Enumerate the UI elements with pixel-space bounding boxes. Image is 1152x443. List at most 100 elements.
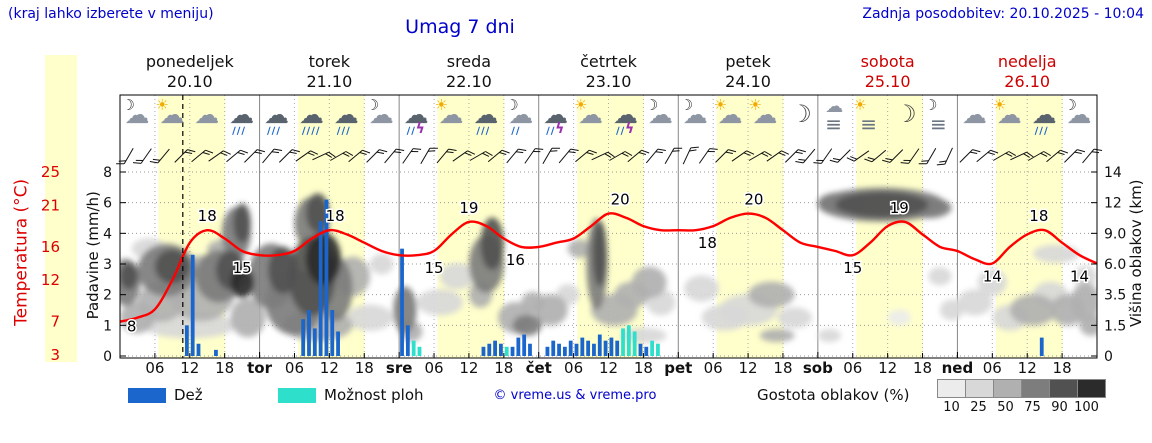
- density-ramp-cell-75: [1021, 379, 1050, 398]
- svg-text:18: 18: [634, 359, 653, 377]
- last-update: Zadnja posodobitev: 20.10.2025 - 10:04: [862, 6, 1144, 22]
- density-ramp-value: 10: [943, 400, 960, 415]
- rain-bar: [580, 337, 585, 356]
- rain-bar: [597, 334, 602, 356]
- density-ramp-cell-90: [1049, 379, 1078, 398]
- shower-bar: [626, 325, 631, 356]
- wind-barb: [1046, 149, 1069, 163]
- shower-bar: [504, 346, 509, 356]
- cloud-blob: [835, 191, 929, 218]
- wind-barb: [262, 148, 283, 164]
- x-tick-labels: 06 12 18 06 12 18 06 12 18 06 12 18 06 12 18 06 12 18 06 12…: [145, 359, 1071, 377]
- svg-text:12: 12: [459, 359, 478, 377]
- density-ramp-cell-25: [965, 379, 994, 398]
- svg-text:8: 8: [103, 165, 112, 181]
- density-ramp-value: 90: [1051, 400, 1068, 415]
- cloud-blob: [532, 294, 568, 326]
- temp-tick-labels: 25 21 16 12 7 3: [41, 163, 60, 364]
- rain-bar: [592, 343, 596, 356]
- cloud-blob: [631, 266, 667, 299]
- temperature-value-label: 15: [843, 259, 862, 277]
- cloud-density-label: Gostota oblakov (%): [757, 386, 910, 404]
- temperature-value-label: 19: [890, 199, 909, 217]
- page-title: Umag 7 dni: [405, 16, 515, 38]
- svg-text:18: 18: [494, 359, 513, 377]
- svg-text:12: 12: [1018, 359, 1037, 377]
- svg-text:16: 16: [41, 238, 60, 256]
- day-date: 22.10: [446, 72, 492, 91]
- wind-barb: [244, 149, 266, 163]
- day-name: sreda: [447, 52, 491, 71]
- cloud-density-layer: [120, 187, 1097, 344]
- copyright-link[interactable]: © vreme.us & vreme.pro: [493, 388, 657, 403]
- wind-barb: [645, 148, 666, 164]
- density-ramp-value: 75: [1024, 400, 1041, 415]
- svg-text:9.0: 9.0: [1104, 226, 1126, 242]
- rain-bar: [516, 337, 521, 356]
- svg-text:18: 18: [1053, 359, 1072, 377]
- density-ramp-cell-10: [937, 379, 966, 398]
- rain-bar: [493, 340, 497, 356]
- cloud-blob: [306, 193, 330, 233]
- rain-bar: [318, 221, 323, 356]
- temperature-point-labels: 8 18 15 18 15 19 16 20 18 20 15 19 14 18 14: [125, 189, 1090, 337]
- rain-bar: [336, 331, 340, 356]
- rain-bar: [586, 340, 591, 356]
- wind-barb: [542, 147, 560, 165]
- wind-barb: [436, 148, 457, 164]
- wind-barb: [846, 150, 870, 162]
- svg-text:18: 18: [773, 359, 792, 377]
- cloud-blob: [1033, 244, 1080, 263]
- cloud-blob: [939, 299, 964, 321]
- wind-barb: [918, 147, 937, 165]
- cloud-blob: [1009, 294, 1057, 326]
- svg-text:1: 1: [103, 318, 112, 334]
- wind-barb: [208, 150, 231, 162]
- cloud-blob: [928, 267, 952, 286]
- rain-bar: [574, 343, 579, 356]
- wind-barb: [132, 148, 152, 164]
- svg-text:14: 14: [1104, 165, 1122, 181]
- cloud-blob: [759, 329, 795, 343]
- svg-text:25: 25: [41, 163, 60, 181]
- wind-barb: [1010, 151, 1034, 161]
- cloud-blob: [393, 286, 417, 334]
- rain-bar: [499, 343, 503, 356]
- cloud-blob: [230, 266, 254, 299]
- rain-bar: [196, 343, 201, 356]
- cloud-blob: [346, 304, 394, 331]
- rain-legend-label: Dež: [174, 386, 203, 404]
- svg-text:12: 12: [878, 359, 897, 377]
- wind-barb: [900, 148, 920, 164]
- wind-barb: [813, 148, 833, 164]
- cloud-density-ramp-labels: 10 25 50 75 90 100: [938, 400, 1100, 415]
- svg-text:06: 06: [704, 359, 723, 377]
- svg-text:12: 12: [320, 359, 339, 377]
- rain-legend-swatch: [128, 388, 166, 403]
- shower-bar: [656, 343, 660, 356]
- svg-text:0: 0: [103, 349, 112, 365]
- wind-barb: [664, 147, 683, 165]
- wind-barb: [992, 151, 1017, 161]
- temperature-value-label: 20: [611, 191, 630, 209]
- day-date: 25.10: [865, 72, 911, 91]
- day-abbrev-label: ned: [942, 359, 974, 377]
- cloud-blob: [1070, 282, 1097, 322]
- day-date: 21.10: [306, 72, 352, 91]
- day-date: 24.10: [725, 72, 771, 91]
- svg-text:2: 2: [103, 288, 112, 304]
- wind-barb: [1082, 148, 1103, 164]
- day-name: nedelja: [998, 52, 1057, 71]
- svg-text:1.5: 1.5: [1104, 318, 1126, 334]
- wind-barb: [715, 149, 737, 163]
- rain-bar: [562, 346, 567, 356]
- shower-bar: [411, 340, 416, 356]
- svg-text:06: 06: [983, 359, 1002, 377]
- rain-bar: [301, 319, 306, 356]
- wind-barb: [420, 147, 438, 165]
- svg-text:0: 0: [1104, 349, 1113, 365]
- cloud-blob: [567, 239, 592, 258]
- left-accent-strip: [45, 55, 77, 362]
